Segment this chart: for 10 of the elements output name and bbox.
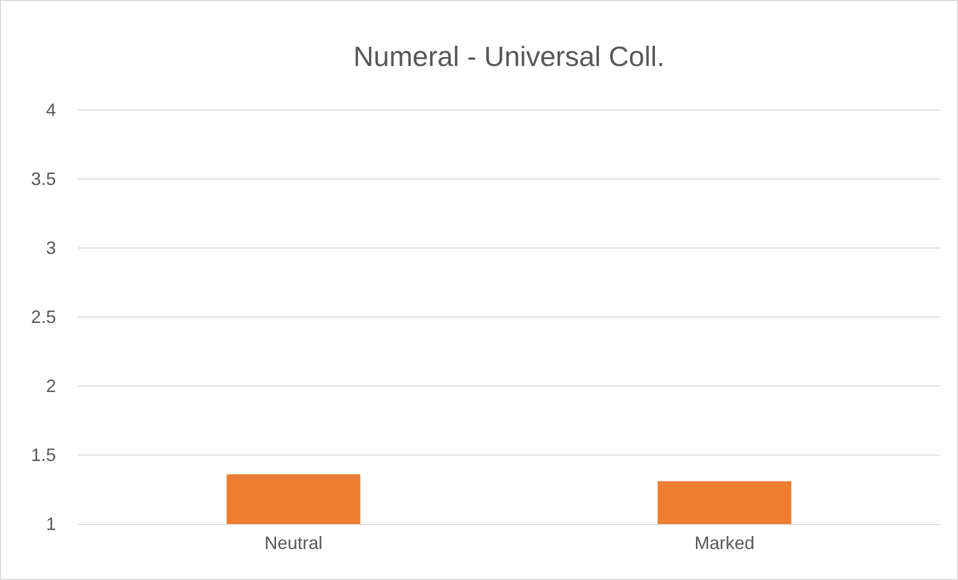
y-tick-label: 2.5: [30, 306, 56, 327]
y-tick-label: 2: [46, 376, 56, 396]
chart-title: Numeral - Universal Coll.: [353, 41, 665, 72]
y-tick-label: 1.5: [30, 444, 56, 465]
y-tick-label: 3: [46, 238, 56, 258]
y-tick-label: 3.5: [30, 168, 56, 189]
y-tick-label: 4: [46, 100, 56, 120]
x-tick-label: Marked: [694, 532, 755, 553]
y-tick-label: 1: [46, 514, 56, 534]
x-tick-label: Neutral: [264, 532, 323, 553]
